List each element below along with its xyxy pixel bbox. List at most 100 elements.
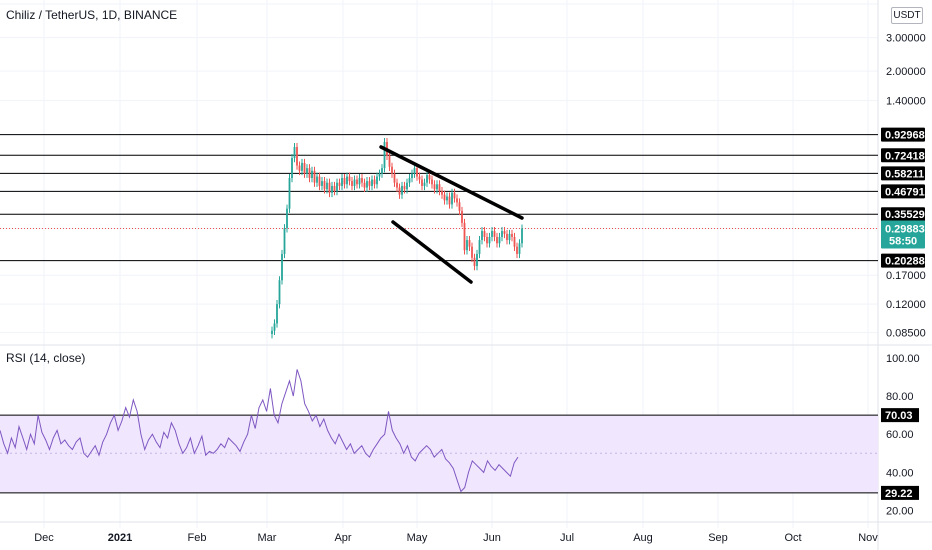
candle-body[interactable] — [441, 191, 443, 195]
candle-body[interactable] — [473, 257, 476, 267]
candle-body[interactable] — [416, 168, 418, 177]
candle-body[interactable] — [291, 158, 293, 179]
candle-body[interactable] — [471, 246, 473, 258]
candle-body[interactable] — [313, 170, 316, 183]
candle-body[interactable] — [483, 231, 486, 237]
candle-body[interactable] — [486, 236, 488, 244]
candle-body[interactable] — [496, 236, 498, 244]
candle-body[interactable] — [403, 185, 406, 190]
currency-badge[interactable]: USDT — [891, 7, 923, 24]
candle-body[interactable] — [406, 182, 408, 190]
candle-body[interactable] — [338, 182, 341, 186]
candle-body[interactable] — [428, 175, 431, 180]
candle-body[interactable] — [273, 323, 276, 331]
candle-body[interactable] — [331, 185, 333, 193]
candle-body[interactable] — [366, 181, 368, 188]
candle-body[interactable] — [443, 194, 446, 201]
candle-body[interactable] — [361, 178, 363, 183]
candle-body[interactable] — [466, 240, 468, 251]
candle-body[interactable] — [293, 147, 296, 159]
candle-body[interactable] — [381, 168, 383, 174]
candle-body[interactable] — [498, 236, 501, 244]
candle-body[interactable] — [513, 236, 516, 247]
candle-body[interactable] — [283, 228, 286, 254]
trendline-lower[interactable] — [391, 220, 473, 284]
candle-body[interactable] — [503, 231, 506, 234]
candle-body[interactable] — [383, 141, 386, 169]
candle-body[interactable] — [286, 208, 288, 229]
candle-body[interactable] — [343, 178, 346, 185]
candle-body[interactable] — [296, 147, 298, 166]
candle-body[interactable] — [478, 240, 481, 254]
candle-body[interactable] — [401, 185, 403, 195]
candle-body[interactable] — [438, 184, 441, 192]
candle-body[interactable] — [511, 233, 513, 237]
candle-body[interactable] — [488, 236, 491, 244]
candle-body[interactable] — [518, 243, 521, 254]
candle-body[interactable] — [408, 178, 411, 183]
candle-body[interactable] — [436, 184, 438, 190]
candle-body[interactable] — [456, 198, 458, 203]
candle-body[interactable] — [356, 179, 358, 185]
candle-body[interactable] — [321, 181, 323, 186]
candle-body[interactable] — [391, 166, 393, 174]
candle-body[interactable] — [393, 173, 396, 183]
candle-body[interactable] — [431, 179, 433, 185]
candle-body[interactable] — [373, 179, 376, 185]
candle-body[interactable] — [446, 196, 448, 201]
candle-body[interactable] — [358, 178, 361, 185]
candle-body[interactable] — [346, 176, 348, 185]
candle-body[interactable] — [481, 231, 483, 241]
candle-body[interactable] — [348, 176, 351, 182]
candle-body[interactable] — [376, 176, 378, 185]
candle-body[interactable] — [336, 182, 338, 192]
candle-body[interactable] — [426, 175, 428, 183]
candle-body[interactable] — [281, 253, 283, 281]
candle-body[interactable] — [371, 179, 373, 186]
candle-body[interactable] — [433, 184, 436, 190]
candle-body[interactable] — [311, 170, 313, 179]
trendline-upper[interactable] — [379, 145, 524, 220]
candle-body[interactable] — [353, 179, 356, 186]
candle-body[interactable] — [301, 162, 303, 171]
candle-body[interactable] — [453, 192, 456, 199]
candle-body[interactable] — [308, 168, 311, 179]
candle-body[interactable] — [323, 181, 326, 190]
candle-body[interactable] — [423, 182, 426, 186]
candle-body[interactable] — [493, 231, 496, 237]
candle-body[interactable] — [341, 178, 343, 186]
candle-body[interactable] — [476, 253, 478, 267]
rsi-line[interactable] — [0, 369, 519, 493]
candle-body[interactable] — [418, 176, 421, 180]
candle-body[interactable] — [288, 178, 291, 209]
candle-body[interactable] — [306, 168, 308, 174]
candle-body[interactable] — [491, 231, 493, 237]
candle-body[interactable] — [458, 202, 461, 211]
candle-body[interactable] — [333, 185, 336, 192]
candle-body[interactable] — [448, 196, 451, 205]
candle-body[interactable] — [326, 182, 328, 190]
candle-body[interactable] — [278, 280, 281, 305]
candle-body[interactable] — [396, 182, 398, 188]
candle-body[interactable] — [516, 246, 518, 254]
candle-body[interactable] — [363, 182, 366, 188]
candle-body[interactable] — [463, 222, 466, 251]
candle-body[interactable] — [378, 173, 381, 177]
candle-body[interactable] — [318, 176, 321, 186]
candle-body[interactable] — [421, 179, 423, 186]
candle-body[interactable] — [413, 168, 416, 174]
candle-body[interactable] — [298, 165, 301, 171]
candle-body[interactable] — [368, 181, 371, 186]
candle-body[interactable] — [316, 176, 318, 183]
candle-body[interactable] — [328, 182, 331, 193]
candle-body[interactable] — [411, 173, 413, 179]
candle-body[interactable] — [276, 304, 278, 324]
candle-body[interactable] — [468, 240, 471, 247]
candle-body[interactable] — [508, 233, 511, 241]
candle-body[interactable] — [398, 187, 401, 195]
candle-body[interactable] — [388, 155, 391, 167]
candle-body[interactable] — [501, 231, 503, 237]
candle-body[interactable] — [271, 330, 273, 335]
candle-body[interactable] — [461, 210, 463, 223]
